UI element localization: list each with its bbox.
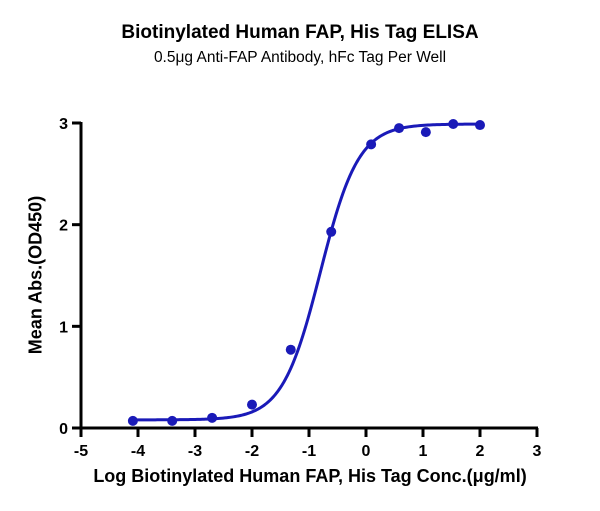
y-tick-label: 3 <box>59 116 68 133</box>
x-tick-label: 0 <box>362 443 371 460</box>
y-tick-label: 0 <box>59 421 68 438</box>
chart-title: Biotinylated Human FAP, His Tag ELISA <box>121 22 479 43</box>
x-axis-label: Log Biotinylated Human FAP, His Tag Conc… <box>93 466 527 486</box>
fit-curve <box>132 122 481 422</box>
x-tick-label: -5 <box>74 443 88 460</box>
x-tick-label: -2 <box>245 443 259 460</box>
data-point <box>448 119 459 130</box>
x-tick-label: -3 <box>188 443 202 460</box>
data-point <box>420 127 431 138</box>
chart-subtitle: 0.5μg Anti-FAP Antibody, hFc Tag Per Wel… <box>153 49 447 66</box>
data-point <box>247 399 257 410</box>
x-tick-label: 3 <box>533 443 542 460</box>
data-points <box>127 119 485 426</box>
data-point <box>285 344 296 355</box>
data-point <box>127 415 138 426</box>
y-tick-label: 2 <box>59 218 68 235</box>
sigmoid-fit-line <box>132 122 481 422</box>
data-point <box>326 226 337 237</box>
x-tick-label: -1 <box>302 443 316 460</box>
data-point <box>366 139 377 150</box>
y-tick-label: 1 <box>59 319 68 336</box>
data-point <box>394 123 405 134</box>
x-tick-label: 2 <box>476 443 485 460</box>
x-tick-label: -4 <box>131 443 145 460</box>
axes: 0 1 2 3 -5 -4 -3 -2 -1 0 1 2 3 <box>59 116 541 460</box>
data-point <box>167 415 178 426</box>
data-point <box>207 412 218 423</box>
x-tick-label: 1 <box>419 443 428 460</box>
data-point <box>475 120 485 131</box>
